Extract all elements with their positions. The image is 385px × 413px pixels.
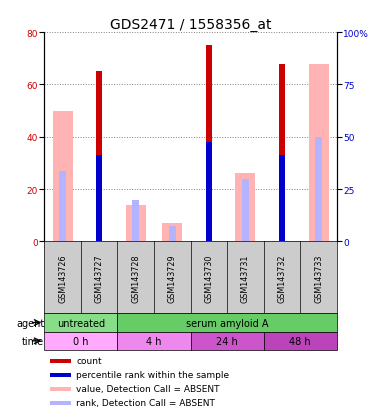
Bar	[117, 313, 337, 332]
Text: GSM143727: GSM143727	[95, 254, 104, 302]
Bar	[162, 223, 182, 242]
Text: GSM143732: GSM143732	[278, 254, 286, 302]
Text: count: count	[77, 356, 102, 365]
Text: 0 h: 0 h	[73, 336, 89, 346]
Bar	[279, 156, 285, 242]
Text: GSM143728: GSM143728	[131, 254, 140, 302]
Bar	[206, 142, 212, 242]
Bar	[50, 401, 70, 405]
Bar	[132, 200, 139, 242]
Bar	[59, 171, 66, 242]
Text: agent: agent	[16, 318, 44, 328]
Text: GSM143733: GSM143733	[314, 254, 323, 302]
Bar	[44, 332, 117, 350]
Bar	[191, 332, 264, 350]
Text: GSM143731: GSM143731	[241, 254, 250, 302]
Text: value, Detection Call = ABSENT: value, Detection Call = ABSENT	[77, 385, 220, 394]
Text: GSM143726: GSM143726	[58, 254, 67, 302]
Bar	[242, 179, 249, 242]
Bar	[169, 226, 176, 242]
Text: 4 h: 4 h	[146, 336, 162, 346]
Bar	[315, 138, 322, 242]
Bar	[50, 387, 70, 391]
Bar	[235, 174, 256, 242]
Text: untreated: untreated	[57, 318, 105, 328]
Text: GSM143729: GSM143729	[168, 254, 177, 302]
Text: time: time	[22, 336, 44, 346]
Bar	[126, 205, 146, 242]
Text: 24 h: 24 h	[216, 336, 238, 346]
Text: GSM143730: GSM143730	[204, 254, 213, 302]
Bar	[52, 112, 73, 242]
Text: 48 h: 48 h	[290, 336, 311, 346]
Bar	[117, 332, 191, 350]
Title: GDS2471 / 1558356_at: GDS2471 / 1558356_at	[110, 18, 271, 32]
Bar	[96, 72, 102, 242]
Text: serum amyloid A: serum amyloid A	[186, 318, 268, 328]
Bar	[44, 313, 117, 332]
Bar	[264, 332, 337, 350]
Text: percentile rank within the sample: percentile rank within the sample	[77, 370, 229, 379]
Bar	[50, 373, 70, 377]
Bar	[279, 64, 285, 242]
Bar	[308, 64, 329, 242]
Text: rank, Detection Call = ABSENT: rank, Detection Call = ABSENT	[77, 399, 215, 408]
Bar	[206, 46, 212, 242]
Bar	[96, 156, 102, 242]
Bar	[50, 358, 70, 363]
